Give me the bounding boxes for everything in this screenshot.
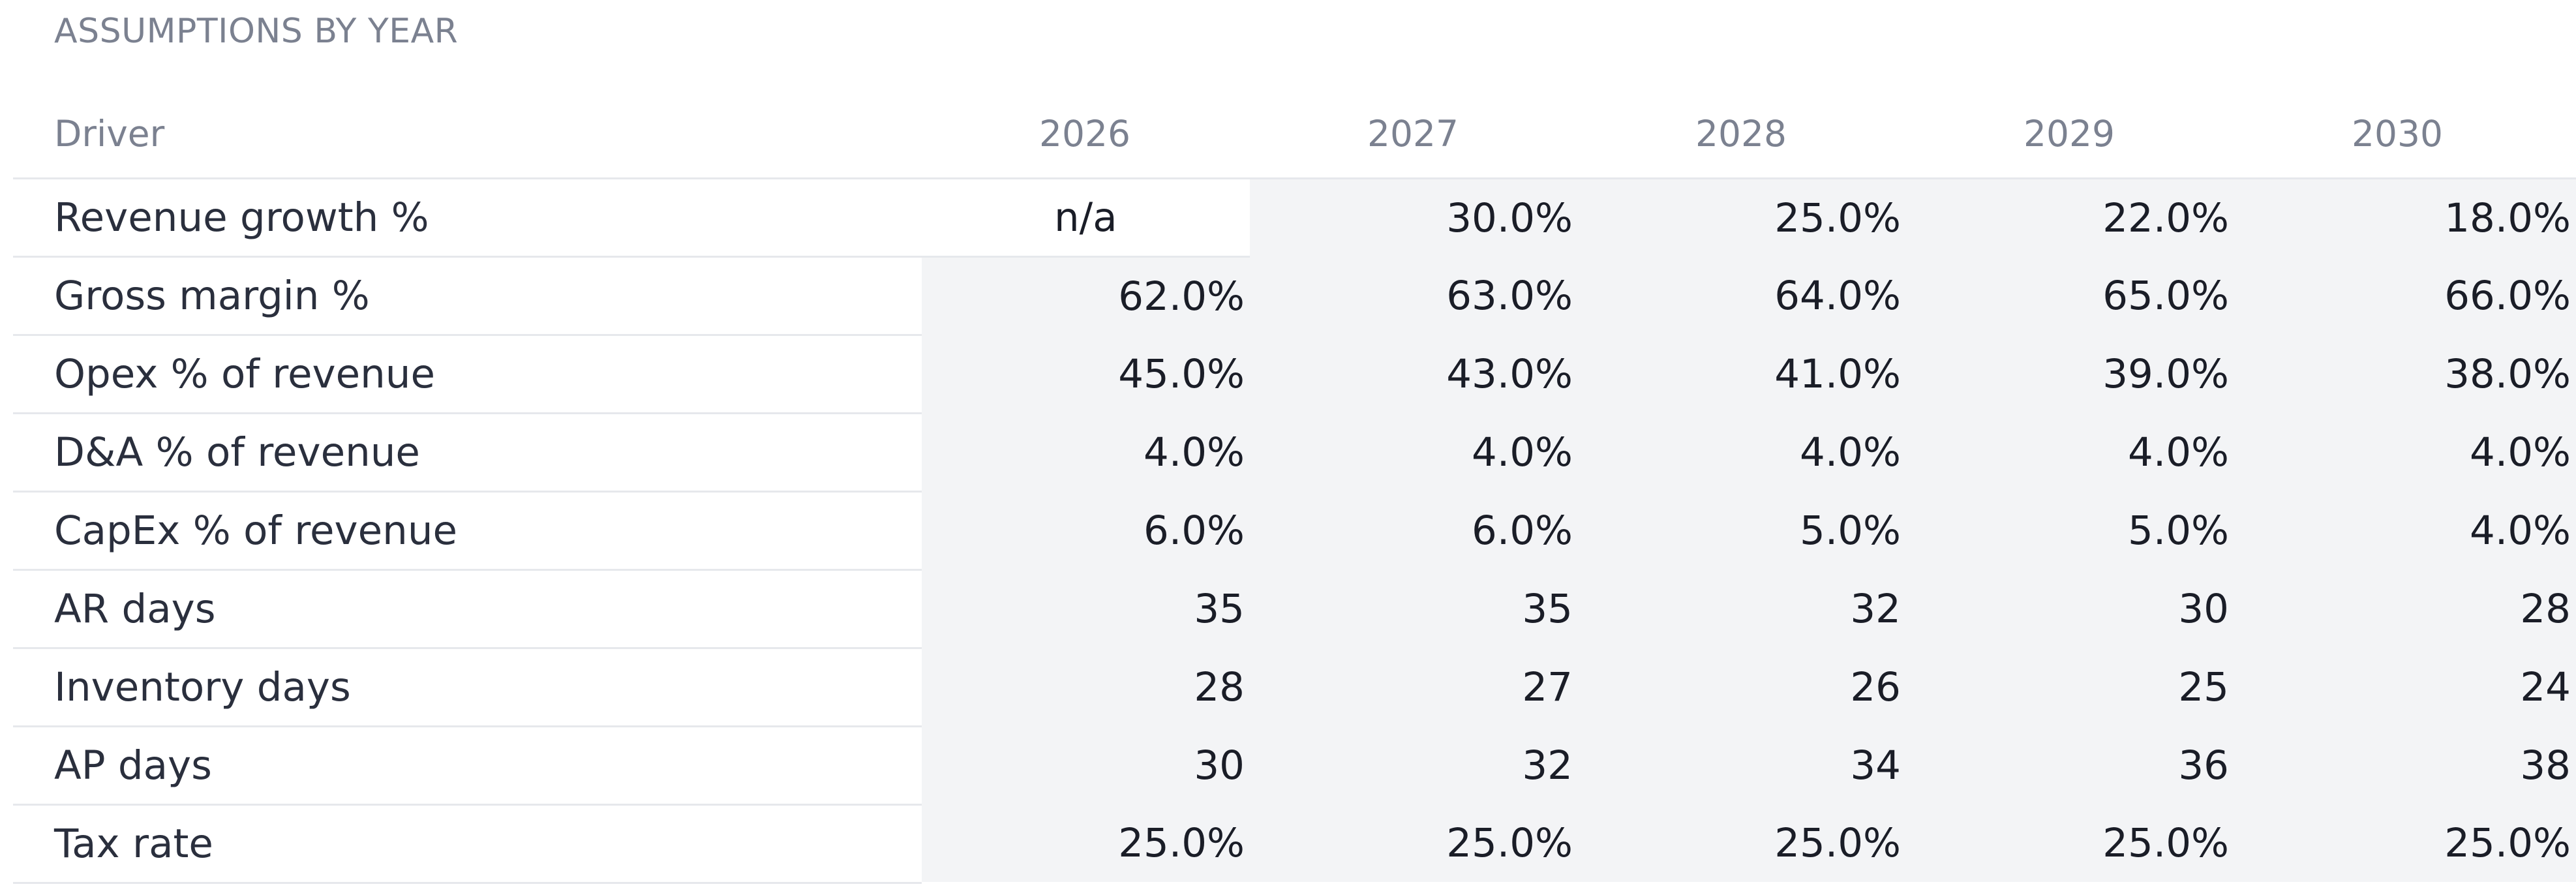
value-cell[interactable]: 24 [2234, 648, 2576, 727]
table-row: Revenue growth % n/a 30.0% 25.0% 22.0% 1… [13, 178, 2576, 258]
section-title: ASSUMPTIONS BY YEAR [54, 12, 459, 51]
value-cell[interactable]: 6.0% [922, 491, 1250, 570]
value-cell[interactable]: 4.0% [2234, 413, 2576, 492]
value-cell[interactable]: 25.0% [1906, 804, 2234, 884]
driver-label: Revenue growth % [13, 178, 922, 258]
value-cell[interactable]: 45.0% [922, 335, 1250, 414]
value-cell[interactable]: 41.0% [1578, 335, 1906, 414]
driver-label: Inventory days [13, 648, 922, 727]
value-cell[interactable]: 35 [922, 569, 1250, 648]
value-cell[interactable]: 4.0% [1906, 413, 2234, 492]
value-cell[interactable]: 5.0% [1906, 491, 2234, 570]
column-header-year: 2028 [1578, 90, 1906, 179]
value-cell[interactable]: 39.0% [1906, 335, 2234, 414]
value-cell[interactable]: 66.0% [2234, 256, 2576, 335]
value-cell[interactable]: 18.0% [2234, 178, 2576, 257]
value-cell-readonly: n/a [922, 178, 1250, 258]
value-cell[interactable]: 35 [1250, 569, 1578, 648]
driver-label: AR days [13, 569, 922, 649]
value-cell[interactable]: 27 [1250, 648, 1578, 727]
table-row: AP days 30 32 34 36 38 [13, 726, 2576, 806]
value-cell[interactable]: 28 [922, 648, 1250, 727]
value-cell[interactable]: 43.0% [1250, 335, 1578, 414]
value-cell[interactable]: 4.0% [1578, 413, 1906, 492]
table-row: AR days 35 35 32 30 28 [13, 569, 2576, 649]
value-cell[interactable]: 6.0% [1250, 491, 1578, 570]
driver-label: CapEx % of revenue [13, 491, 922, 571]
value-cell[interactable]: 38.0% [2234, 335, 2576, 414]
value-cell[interactable]: 32 [1578, 569, 1906, 648]
value-cell[interactable]: 36 [1906, 726, 2234, 805]
driver-label: Opex % of revenue [13, 335, 922, 414]
table-row: Inventory days 28 27 26 25 24 [13, 648, 2576, 727]
value-cell[interactable]: 30 [1906, 569, 2234, 648]
value-cell[interactable]: 62.0% [922, 256, 1250, 335]
table-row: Gross margin % 62.0% 63.0% 64.0% 65.0% 6… [13, 256, 2576, 336]
column-header-year: 2027 [1250, 90, 1578, 179]
table-header-row: Driver 2026 2027 2028 2029 2030 [13, 90, 2576, 179]
value-cell[interactable]: 5.0% [1578, 491, 1906, 570]
driver-label: AP days [13, 726, 922, 806]
value-cell[interactable]: 26 [1578, 648, 1906, 727]
value-cell[interactable]: 4.0% [2234, 491, 2576, 570]
value-cell[interactable]: 25.0% [1578, 178, 1906, 257]
value-cell[interactable]: 25.0% [2234, 804, 2576, 884]
value-cell[interactable]: 25.0% [1250, 804, 1578, 884]
value-cell[interactable]: 25 [1906, 648, 2234, 727]
value-cell[interactable]: 4.0% [922, 413, 1250, 492]
value-cell[interactable]: 28 [2234, 569, 2576, 648]
value-cell[interactable]: 65.0% [1906, 256, 2234, 335]
driver-label: D&A % of revenue [13, 413, 922, 493]
table-row: D&A % of revenue 4.0% 4.0% 4.0% 4.0% 4.0… [13, 413, 2576, 493]
value-cell[interactable]: 22.0% [1906, 178, 2234, 257]
column-header-year: 2029 [1906, 90, 2234, 179]
value-cell[interactable]: 25.0% [922, 804, 1250, 884]
value-cell[interactable]: 34 [1578, 726, 1906, 805]
value-cell[interactable]: 25.0% [1578, 804, 1906, 884]
column-header-driver: Driver [13, 90, 922, 179]
driver-label: Tax rate [13, 804, 922, 884]
driver-label: Gross margin % [13, 256, 922, 336]
value-cell[interactable]: 32 [1250, 726, 1578, 805]
value-cell[interactable]: 30 [922, 726, 1250, 805]
table-row: Opex % of revenue 45.0% 43.0% 41.0% 39.0… [13, 335, 2576, 414]
value-cell[interactable]: 38 [2234, 726, 2576, 805]
value-cell[interactable]: 4.0% [1250, 413, 1578, 492]
table-row: CapEx % of revenue 6.0% 6.0% 5.0% 5.0% 4… [13, 491, 2576, 571]
column-header-year: 2030 [2234, 90, 2576, 179]
column-header-year: 2026 [922, 90, 1250, 179]
table-row: Tax rate 25.0% 25.0% 25.0% 25.0% 25.0% [13, 804, 2576, 884]
value-cell[interactable]: 64.0% [1578, 256, 1906, 335]
assumptions-table: Driver 2026 2027 2028 2029 2030 Revenue … [13, 90, 2576, 884]
value-cell[interactable]: 30.0% [1250, 178, 1578, 257]
value-cell[interactable]: 63.0% [1250, 256, 1578, 335]
